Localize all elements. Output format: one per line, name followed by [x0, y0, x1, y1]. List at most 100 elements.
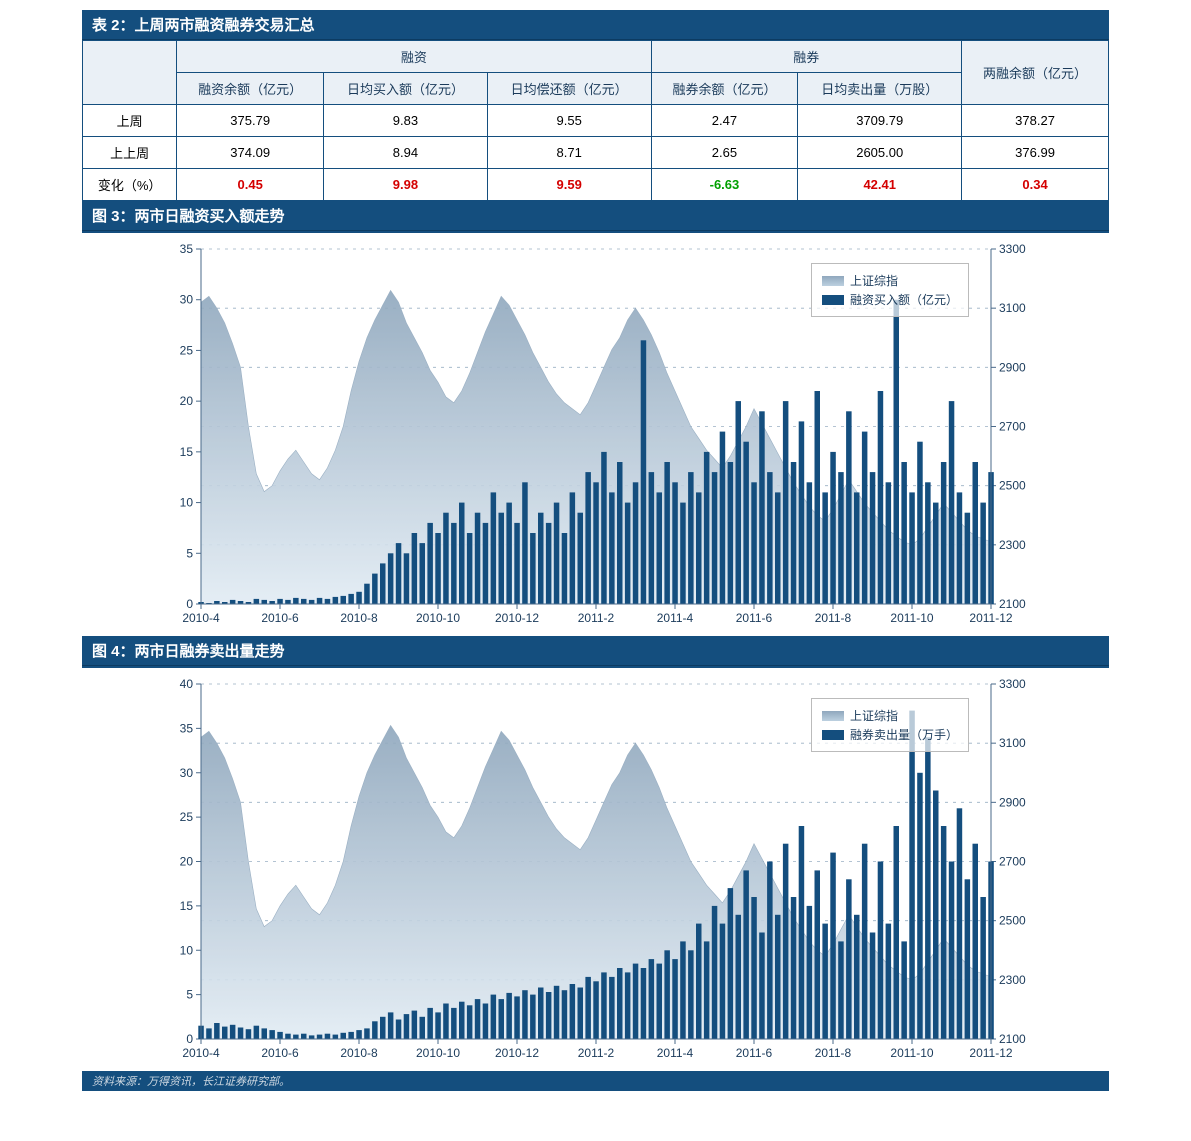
svg-text:2011-10: 2011-10	[890, 611, 933, 625]
svg-text:3100: 3100	[999, 736, 1026, 750]
svg-text:3300: 3300	[999, 242, 1026, 256]
svg-text:2011-2: 2011-2	[577, 1046, 614, 1060]
legend-swatch-dark-icon	[822, 295, 844, 305]
svg-text:2100: 2100	[999, 1032, 1026, 1046]
cell: 0.34	[962, 169, 1109, 201]
legend-label-light: 上证综指	[850, 707, 898, 724]
svg-text:2010-4: 2010-4	[182, 611, 220, 625]
row-label: 上上周	[83, 137, 177, 169]
svg-text:2010-4: 2010-4	[182, 1046, 220, 1060]
legend-swatch-dark-icon	[822, 730, 844, 740]
svg-text:2011-6: 2011-6	[735, 611, 772, 625]
svg-text:2300: 2300	[999, 973, 1026, 987]
tbl-group-financing: 融资	[177, 41, 651, 73]
cell: -6.63	[651, 169, 798, 201]
svg-text:2900: 2900	[999, 360, 1026, 374]
svg-text:2010-10: 2010-10	[415, 1046, 459, 1060]
chart4-title: 图 4：两市日融券卖出量走势	[82, 636, 1109, 666]
chart3-container: 上证综指 融资买入额（亿元） 0510152025303521002300250…	[82, 231, 1109, 636]
svg-text:5: 5	[186, 988, 193, 1002]
svg-text:2700: 2700	[999, 855, 1026, 869]
svg-text:2010-10: 2010-10	[415, 611, 459, 625]
svg-text:2100: 2100	[999, 597, 1026, 611]
legend-label-dark: 融资买入额（亿元）	[850, 291, 958, 308]
chart4-legend: 上证综指 融券卖出量（万手）	[811, 698, 969, 752]
tbl-col-total: 两融余额（亿元）	[962, 41, 1109, 105]
table2-title: 表 2：上周两市融资融券交易汇总	[82, 10, 1109, 40]
svg-text:2010-12: 2010-12	[494, 1046, 538, 1060]
svg-text:2010-6: 2010-6	[261, 611, 299, 625]
tbl-col-2: 日均偿还额（亿元）	[487, 73, 651, 105]
svg-text:2010-8: 2010-8	[340, 611, 378, 625]
legend-swatch-light-icon	[822, 711, 844, 721]
cell: 2.65	[651, 137, 798, 169]
cell: 375.79	[177, 105, 324, 137]
cell: 42.41	[798, 169, 962, 201]
table-row: 变化（%）0.459.989.59-6.6342.410.34	[83, 169, 1109, 201]
cell: 374.09	[177, 137, 324, 169]
svg-text:2300: 2300	[999, 538, 1026, 552]
chart3-legend: 上证综指 融资买入额（亿元）	[811, 263, 969, 317]
svg-text:35: 35	[179, 721, 193, 735]
svg-text:2500: 2500	[999, 914, 1026, 928]
cell: 9.59	[487, 169, 651, 201]
svg-text:40: 40	[179, 677, 193, 691]
legend-label-dark: 融券卖出量（万手）	[850, 726, 958, 743]
cell: 376.99	[962, 137, 1109, 169]
svg-text:2011-2: 2011-2	[577, 611, 614, 625]
cell: 8.94	[324, 137, 488, 169]
svg-text:10: 10	[179, 943, 193, 957]
svg-text:2011-4: 2011-4	[656, 611, 693, 625]
svg-text:3300: 3300	[999, 677, 1026, 691]
svg-text:3100: 3100	[999, 301, 1026, 315]
svg-text:0: 0	[186, 597, 193, 611]
table-row: 上周375.799.839.552.473709.79378.27	[83, 105, 1109, 137]
chart3-title: 图 3：两市日融资买入额走势	[82, 201, 1109, 231]
svg-text:20: 20	[179, 394, 193, 408]
table-row: 上上周374.098.948.712.652605.00376.99	[83, 137, 1109, 169]
svg-text:2011-4: 2011-4	[656, 1046, 693, 1060]
cell: 8.71	[487, 137, 651, 169]
svg-text:20: 20	[179, 855, 193, 869]
svg-text:2010-8: 2010-8	[340, 1046, 378, 1060]
svg-text:15: 15	[179, 899, 193, 913]
svg-text:30: 30	[179, 766, 193, 780]
cell: 378.27	[962, 105, 1109, 137]
svg-text:2700: 2700	[999, 420, 1026, 434]
cell: 3709.79	[798, 105, 962, 137]
tbl-col-0: 融资余额（亿元）	[177, 73, 324, 105]
svg-text:2010-6: 2010-6	[261, 1046, 299, 1060]
tbl-group-securities: 融券	[651, 41, 962, 73]
svg-text:2500: 2500	[999, 479, 1026, 493]
svg-text:2011-12: 2011-12	[969, 1046, 1012, 1060]
svg-text:2011-10: 2011-10	[890, 1046, 933, 1060]
tbl-col-3: 融券余额（亿元）	[651, 73, 798, 105]
tbl-col-1: 日均买入额（亿元）	[324, 73, 488, 105]
row-label: 变化（%）	[83, 169, 177, 201]
svg-text:30: 30	[179, 293, 193, 307]
svg-text:25: 25	[179, 810, 193, 824]
svg-text:10: 10	[179, 496, 193, 510]
legend-swatch-light-icon	[822, 276, 844, 286]
svg-text:2900: 2900	[999, 795, 1026, 809]
row-label: 上周	[83, 105, 177, 137]
svg-text:2011-6: 2011-6	[735, 1046, 772, 1060]
legend-label-light: 上证综指	[850, 272, 898, 289]
cell: 2.47	[651, 105, 798, 137]
svg-text:0: 0	[186, 1032, 193, 1046]
cell: 0.45	[177, 169, 324, 201]
svg-text:2010-12: 2010-12	[494, 611, 538, 625]
svg-text:35: 35	[179, 242, 193, 256]
cell: 9.98	[324, 169, 488, 201]
cell: 2605.00	[798, 137, 962, 169]
cell: 9.83	[324, 105, 488, 137]
svg-text:2011-12: 2011-12	[969, 611, 1012, 625]
chart4-container: 上证综指 融券卖出量（万手） 0 5 10 15 20 25 30 35 40 2100 2300 2…	[82, 666, 1109, 1071]
svg-text:2011-8: 2011-8	[814, 1046, 851, 1060]
tbl-blank-head	[83, 41, 177, 105]
svg-text:2011-8: 2011-8	[814, 611, 851, 625]
cell: 9.55	[487, 105, 651, 137]
tbl-col-4: 日均卖出量（万股）	[798, 73, 962, 105]
svg-text:15: 15	[179, 445, 193, 459]
summary-table: 融资 融券 两融余额（亿元） 融资余额（亿元） 日均买入额（亿元） 日均偿还额（…	[82, 40, 1109, 201]
